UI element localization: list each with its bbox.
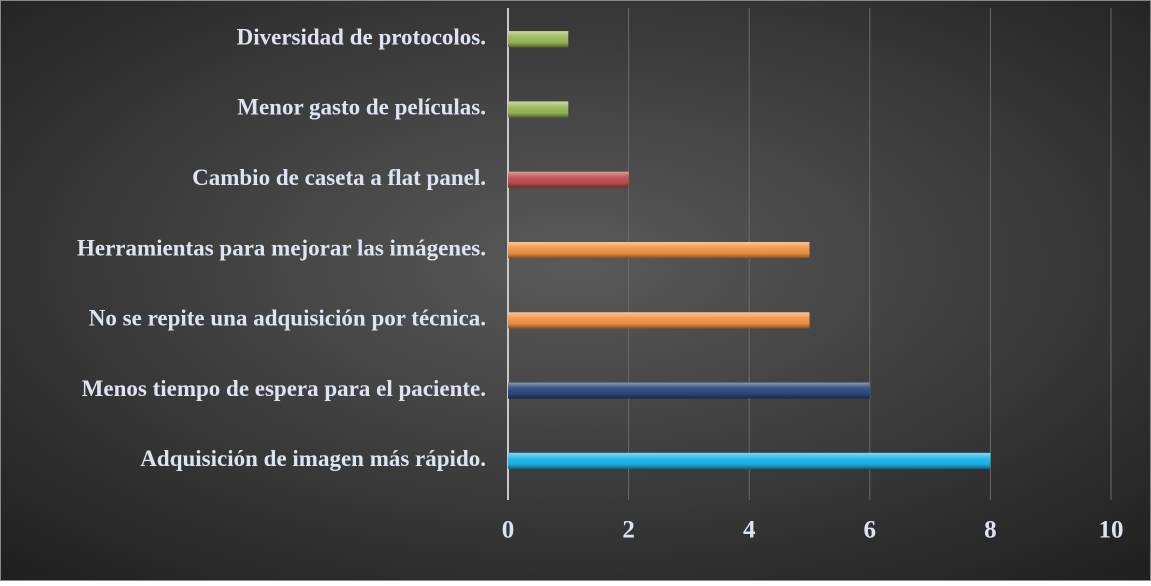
y-tick-label: Cambio de caseta a flat panel. — [192, 165, 486, 190]
bar-shine — [508, 452, 991, 469]
bar-shine — [508, 382, 870, 399]
bar-shine — [508, 242, 810, 258]
y-tick-label: Menor gasto de películas. — [237, 95, 486, 120]
y-tick-label: Adquisición de imagen más rápido. — [140, 446, 486, 471]
x-tick-label: 4 — [743, 517, 756, 544]
bar-shine — [508, 312, 810, 329]
x-tick-label: 0 — [502, 517, 515, 544]
x-tick-label: 8 — [984, 517, 997, 544]
bar-shine — [508, 101, 569, 118]
y-tick-label: Diversidad de protocolos. — [237, 24, 486, 49]
x-tick-label: 2 — [622, 517, 635, 544]
bar-shine — [508, 171, 629, 188]
x-tick-label: 10 — [1099, 517, 1124, 544]
x-tick-label: 6 — [864, 517, 877, 544]
bar-shine — [508, 31, 569, 48]
y-tick-label: Menos tiempo de espera para el paciente. — [82, 376, 486, 401]
y-tick-label: No se repite una adquisición por técnica… — [89, 306, 486, 331]
y-tick-label: Herramientas para mejorar las imágenes. — [77, 235, 486, 260]
